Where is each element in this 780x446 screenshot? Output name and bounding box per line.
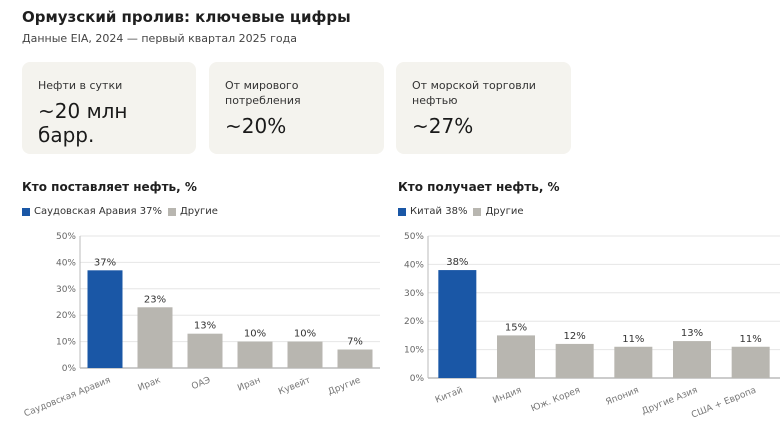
category-label: США + Европа [690, 386, 758, 421]
legend-name: Другие [179, 206, 218, 217]
chart-title-suppliers: Кто поставляет нефть, % [22, 180, 197, 194]
y-tick-label: 10% [56, 338, 76, 348]
y-tick-label: 30% [404, 289, 424, 299]
y-tick-label: 0% [410, 374, 425, 384]
stat-value: ~20% [225, 114, 287, 138]
data-label: 10% [244, 329, 266, 340]
data-label: 12% [564, 331, 586, 342]
data-label: 10% [294, 329, 316, 340]
stat-label: От мирового потребления [225, 79, 301, 107]
legend-item-highlight: Китай 38% [398, 206, 467, 217]
chart-title-receivers: Кто получает нефть, % [398, 180, 560, 194]
y-tick-label: 40% [56, 258, 76, 268]
bar [187, 333, 223, 368]
data-label: 15% [505, 322, 527, 333]
y-tick-label: 50% [56, 232, 76, 242]
stat-card-daily-oil: Нефти в сутки ~20 млн барр. [22, 62, 196, 154]
category-label: Япония [604, 386, 640, 408]
bar [731, 346, 770, 378]
legend-swatch [398, 207, 406, 216]
y-tick-label: 30% [56, 285, 76, 295]
category-label: Китай [434, 385, 465, 405]
bar [614, 346, 653, 378]
legend-receivers: Китай 38% Другие [398, 206, 529, 217]
bar [337, 349, 373, 368]
receiver-bar-chart: 0% 10% 20% 30% 40% 50% 38% Китай 15% Индия 12% Юж. … [404, 232, 780, 421]
data-label: 37% [94, 257, 116, 268]
category-label: Юж. Корея [530, 386, 582, 415]
stat-card-world-consumption: От мирового потребления ~20% [209, 62, 384, 154]
category-label: ОАЭ [190, 376, 212, 393]
legend-name: Китай [410, 206, 443, 217]
bar [673, 341, 711, 378]
bar [137, 307, 173, 368]
category-label: Другие [327, 375, 363, 397]
legend-name: Саудовская Аравия [34, 206, 137, 217]
stat-value: ~20 млн барр. [38, 99, 128, 147]
bar [287, 341, 323, 368]
data-label: 11% [740, 334, 762, 345]
bar [438, 270, 477, 378]
y-tick-label: 20% [404, 317, 424, 327]
legend-swatch [167, 207, 176, 216]
legend-name: Другие [485, 206, 524, 217]
stat-value: ~27% [412, 114, 474, 138]
legend-item-other: Другие [473, 206, 523, 217]
page-title: Ормузский пролив: ключевые цифры [22, 8, 351, 26]
category-label: Индия [491, 386, 523, 407]
legend-item-highlight: Саудовская Аравия 37% [22, 206, 162, 217]
legend-value: 37% [139, 206, 162, 217]
legend-suppliers: Саудовская Аравия 37% Другие [22, 206, 224, 217]
bar [555, 343, 594, 378]
data-label: 11% [622, 334, 644, 345]
category-label: Саудовская Аравия [23, 376, 112, 420]
page-subtitle: Данные EIA, 2024 — первый квартал 2025 г… [22, 32, 297, 45]
category-label: Кувейт [277, 376, 312, 398]
bar [87, 270, 123, 368]
y-tick-label: 50% [404, 232, 424, 242]
y-tick-label: 0% [62, 364, 77, 374]
data-label: 23% [144, 294, 166, 305]
data-label: 7% [347, 337, 363, 348]
category-label: Ирак [137, 375, 163, 393]
data-label: 13% [681, 328, 703, 339]
stat-label: От морской торговли нефтью [412, 79, 536, 107]
stat-label: Нефти в сутки [38, 79, 123, 92]
y-tick-label: 10% [404, 346, 424, 356]
bar [497, 335, 535, 378]
category-label: Иран [236, 375, 262, 393]
stat-card-sea-trade: От морской торговли нефтью ~27% [396, 62, 571, 154]
legend-swatch [22, 207, 30, 216]
legend-item-other: Другие [167, 206, 218, 217]
y-tick-label: 40% [404, 260, 424, 270]
legend-swatch [473, 207, 482, 216]
bar [237, 341, 273, 368]
data-label: 13% [194, 321, 216, 332]
data-label: 38% [446, 257, 468, 268]
legend-value: 38% [445, 206, 468, 217]
supplier-bar-chart: 0% 10% 20% 30% 40% 50% 37% Саудовская Аравия 23%… [23, 232, 380, 420]
y-tick-label: 20% [56, 311, 76, 321]
